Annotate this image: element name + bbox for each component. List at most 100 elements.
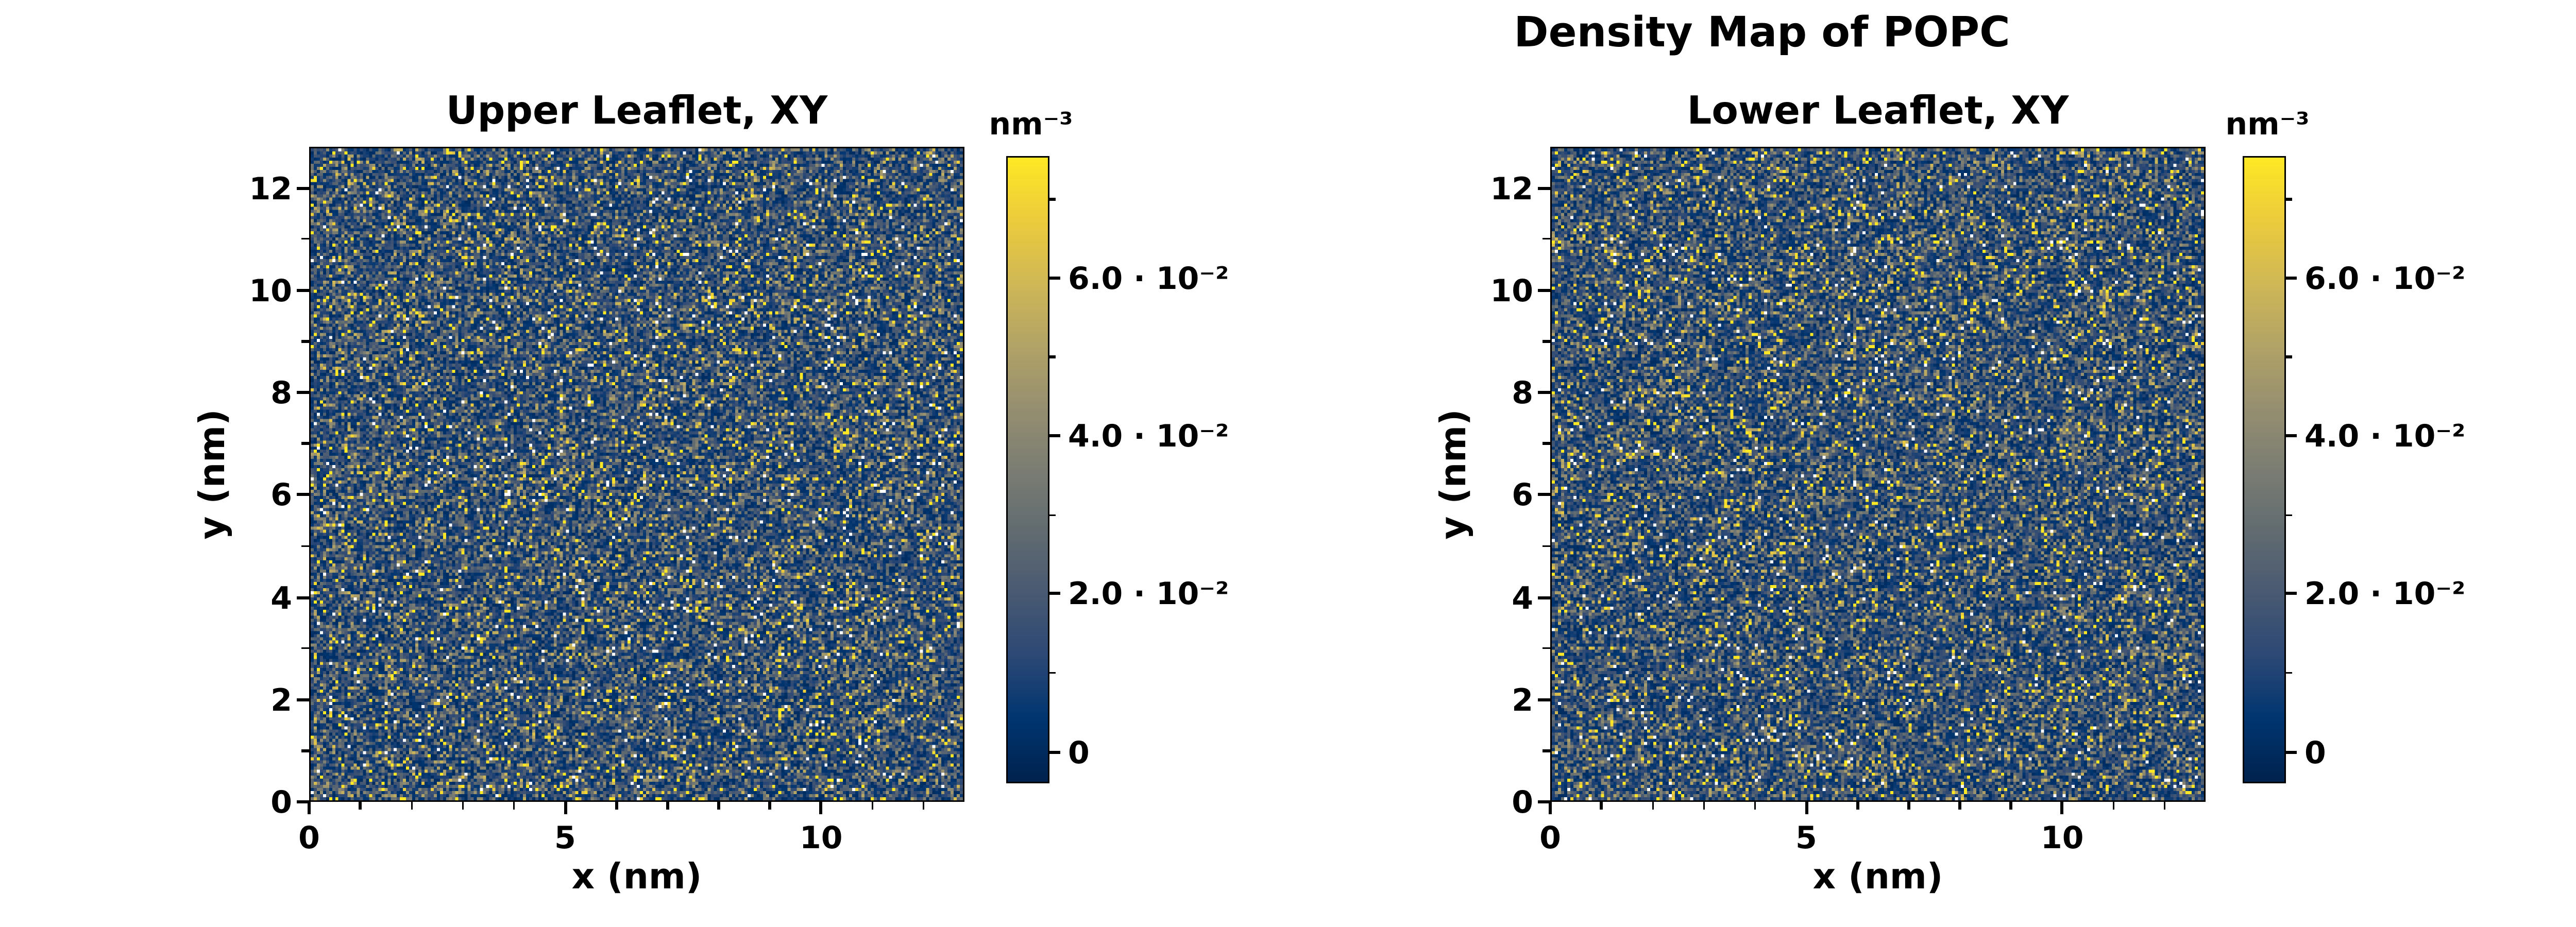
y-tick-label: 12 [249, 169, 292, 207]
panel-title: Lower Leaflet, XY [1687, 88, 2069, 133]
y-minor-tick [1543, 647, 1550, 650]
y-major-tick [1538, 595, 1550, 599]
y-minor-tick [1543, 544, 1550, 547]
colorbar-minor-tick [1049, 198, 1056, 201]
colorbar-tick-label: 2.0 · 10⁻² [1068, 575, 1229, 613]
y-tick-label: 12 [1490, 169, 1533, 207]
colorbar-minor-tick [2286, 513, 2292, 517]
colorbar-minor-tick [1049, 672, 1056, 674]
colorbar-tick-label: 2.0 · 10⁻² [2304, 575, 2466, 613]
colorbar-tick-label: 4.0 · 10⁻² [2304, 417, 2466, 455]
colorbar-major-tick [2286, 277, 2297, 280]
y-major-tick [1538, 493, 1550, 496]
colorbar-major-tick [2286, 592, 2297, 596]
y-major-tick [297, 391, 309, 394]
x-tick-label: 10 [2040, 819, 2084, 856]
y-axis-label: y (nm) [193, 409, 233, 540]
y-tick-label: 2 [270, 681, 292, 718]
y-major-tick [1538, 186, 1550, 190]
x-minor-tick [769, 802, 771, 810]
x-major-tick [2060, 802, 2064, 814]
colorbar-tick-label: 0 [2304, 733, 2326, 770]
y-tick-label: 6 [1512, 476, 1533, 513]
x-minor-tick [513, 802, 515, 810]
y-major-tick [1538, 800, 1550, 803]
x-major-tick [308, 802, 311, 814]
colorbar [1006, 156, 1049, 783]
colorbar-major-tick [1049, 750, 1060, 753]
x-minor-tick [359, 802, 362, 810]
y-major-tick [297, 288, 309, 292]
colorbar-major-tick [1049, 592, 1060, 596]
x-minor-tick [1754, 802, 1756, 810]
x-tick-label: 5 [1795, 819, 1817, 856]
y-tick-label: 6 [270, 476, 292, 513]
colorbar-unit-label: nm⁻³ [2225, 105, 2310, 142]
y-tick-label: 10 [249, 271, 292, 309]
colorbar-tick-label: 0 [1068, 733, 1090, 770]
y-axis-label: y (nm) [1434, 409, 1475, 540]
x-minor-tick [615, 802, 618, 810]
x-major-tick [819, 802, 823, 814]
y-tick-label: 4 [1512, 578, 1533, 616]
colorbar-tick-label: 6.0 · 10⁻² [2304, 260, 2466, 297]
y-tick-label: 0 [270, 783, 292, 820]
heatmap-canvas [311, 148, 963, 800]
colorbar-minor-tick [2286, 356, 2292, 358]
x-minor-tick [1600, 802, 1603, 810]
y-tick-label: 4 [270, 578, 292, 616]
x-major-tick [563, 802, 567, 814]
y-minor-tick [301, 340, 309, 342]
heatmap-plot-area [309, 147, 964, 802]
heatmap-plot-area [1550, 147, 2206, 802]
x-minor-tick [1702, 802, 1705, 810]
x-minor-tick [666, 802, 669, 810]
x-tick-label: 10 [799, 819, 843, 856]
x-minor-tick [2010, 802, 2012, 810]
y-minor-tick [301, 749, 309, 752]
x-minor-tick [461, 802, 464, 810]
x-minor-tick [410, 802, 413, 810]
colorbar-minor-tick [1049, 356, 1056, 358]
y-minor-tick [301, 544, 309, 547]
y-major-tick [297, 186, 309, 190]
colorbar [2243, 156, 2286, 783]
x-minor-tick [1651, 802, 1654, 810]
colorbar-major-tick [1049, 434, 1060, 438]
y-tick-label: 8 [270, 374, 292, 411]
y-major-tick [297, 698, 309, 701]
x-minor-tick [871, 802, 874, 810]
colorbar-gradient-canvas [1008, 158, 1048, 782]
y-tick-label: 0 [1512, 783, 1533, 820]
x-minor-tick [1907, 802, 1910, 810]
x-major-tick [1549, 802, 1552, 814]
x-minor-tick [1958, 802, 1961, 810]
y-major-tick [297, 493, 309, 496]
y-minor-tick [1543, 749, 1550, 752]
colorbar-tick-label: 6.0 · 10⁻² [1068, 260, 1229, 297]
y-major-tick [1538, 391, 1550, 394]
colorbar-major-tick [2286, 750, 2297, 753]
y-minor-tick [1543, 340, 1550, 342]
y-minor-tick [301, 442, 309, 445]
colorbar-gradient-canvas [2244, 158, 2284, 782]
heatmap-canvas [1552, 148, 2204, 800]
colorbar-minor-tick [1049, 513, 1056, 517]
figure-suptitle: Density Map of POPC [1514, 9, 2010, 57]
colorbar-tick-label: 4.0 · 10⁻² [1068, 417, 1229, 455]
x-axis-label: x (nm) [571, 857, 702, 898]
y-major-tick [297, 800, 309, 803]
x-tick-label: 0 [298, 819, 320, 856]
y-tick-label: 2 [1512, 681, 1533, 718]
x-tick-label: 5 [554, 819, 576, 856]
x-tick-label: 0 [1539, 819, 1561, 856]
colorbar-major-tick [2286, 434, 2297, 438]
colorbar-minor-tick [2286, 672, 2292, 674]
x-minor-tick [2112, 802, 2115, 810]
x-axis-label: x (nm) [1812, 857, 1943, 898]
y-tick-label: 8 [1512, 374, 1533, 411]
colorbar-unit-label: nm⁻³ [989, 105, 1073, 142]
y-minor-tick [301, 647, 309, 650]
x-major-tick [1804, 802, 1808, 814]
